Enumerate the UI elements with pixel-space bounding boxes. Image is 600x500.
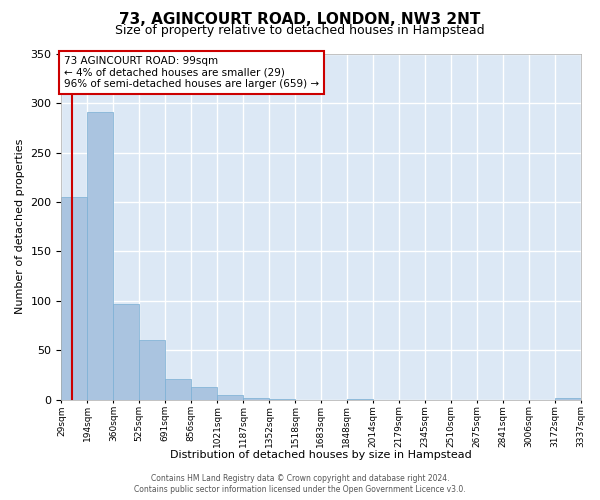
Bar [243, 398, 269, 400]
Bar [139, 340, 165, 400]
Text: Contains HM Land Registry data © Crown copyright and database right 2024.
Contai: Contains HM Land Registry data © Crown c… [134, 474, 466, 494]
Bar [347, 398, 373, 400]
Bar [191, 386, 217, 400]
Bar [269, 398, 295, 400]
Text: Size of property relative to detached houses in Hampstead: Size of property relative to detached ho… [115, 24, 485, 37]
X-axis label: Distribution of detached houses by size in Hampstead: Distribution of detached houses by size … [170, 450, 472, 460]
Text: 73 AGINCOURT ROAD: 99sqm
← 4% of detached houses are smaller (29)
96% of semi-de: 73 AGINCOURT ROAD: 99sqm ← 4% of detache… [64, 56, 319, 89]
Bar [217, 394, 243, 400]
Bar [554, 398, 581, 400]
Bar [165, 379, 191, 400]
Bar [87, 112, 113, 400]
Bar [113, 304, 139, 400]
Y-axis label: Number of detached properties: Number of detached properties [15, 139, 25, 314]
Bar [61, 197, 87, 400]
Text: 73, AGINCOURT ROAD, LONDON, NW3 2NT: 73, AGINCOURT ROAD, LONDON, NW3 2NT [119, 12, 481, 28]
